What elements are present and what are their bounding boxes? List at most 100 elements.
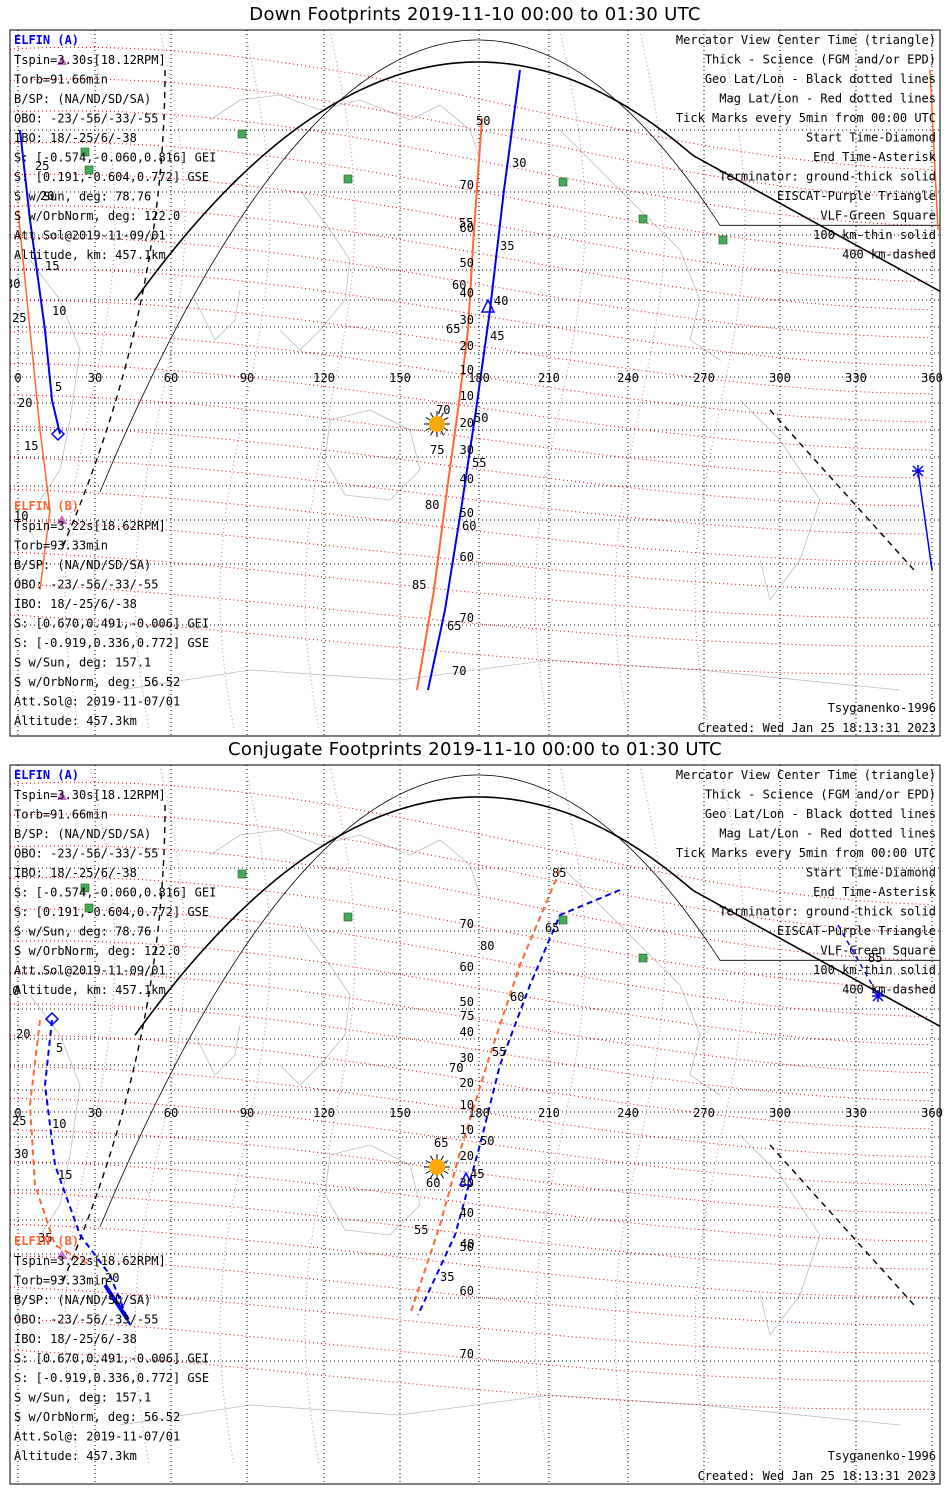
elfin-a-tick-label: 25 — [35, 159, 49, 173]
latitude-tick: 30 — [460, 313, 474, 327]
elfin-a-tick-label: 55 — [492, 1045, 506, 1059]
satellite-info-line: IBO: 18/-25/6/-38 — [14, 1332, 137, 1346]
vlf-green-square — [84, 903, 94, 913]
satellite-info-line: Att.Sol@2019-11-09/01 — [14, 964, 166, 978]
longitude-tick: 90 — [240, 371, 254, 385]
terminator — [60, 774, 940, 1306]
eiscat-stations — [57, 791, 67, 1259]
elfin-b-track-right — [929, 69, 939, 231]
satellite-name: ELFIN (A) — [14, 768, 79, 782]
coastline-4 — [324, 409, 421, 501]
longitude-tick-labels: 0 30 60 90 120 150 180 210 240 270 300 330 360 — [14, 371, 942, 385]
legend-item: End Time-Asterisk — [813, 885, 937, 899]
elfin-b-tick-label: 15 — [24, 439, 38, 453]
vlf-green-square — [558, 915, 568, 925]
coastline-4 — [324, 1144, 421, 1236]
terminator-100km — [99, 39, 940, 493]
elfin-a-tick-label: 70 — [452, 664, 466, 678]
satellite-info-line: IBO: 18/-25/6/-38 — [14, 597, 137, 611]
eiscat-purple-triangle — [57, 791, 67, 800]
sun-ray — [440, 430, 444, 436]
sun-disk — [429, 1159, 445, 1175]
coastline-3 — [29, 994, 81, 1236]
legend-item: EISCAT-Purple Triangle — [777, 924, 936, 938]
satellite-info-line: B/SP: (NA/ND/SD/SA) — [14, 558, 151, 572]
satellite-info-line: Torb=91.66min — [14, 808, 108, 822]
satellite-info-line: Altitude: 457.3km — [14, 714, 137, 728]
satellite-info-line: S w/Sun, deg: 78.76 — [14, 190, 151, 204]
coastline-1 — [279, 924, 351, 1086]
mag-parallel — [10, 1349, 931, 1410]
start-time-diamond — [44, 1011, 60, 1027]
vlf-green-square — [80, 147, 90, 157]
coastline-7 — [119, 659, 901, 691]
latitude-tick: 10 — [460, 1123, 474, 1137]
elfin-b-tick-label: 30 — [6, 277, 20, 291]
coastline-5 — [559, 129, 721, 361]
satellite-info-line: Altitude, km: 457.1km — [14, 248, 166, 262]
elfin-a-track — [427, 69, 521, 691]
legend-item: VLF-Green Square — [820, 944, 936, 958]
satellite-tracks — [28, 869, 884, 1326]
legend-item: 100 km-thin solid — [813, 963, 936, 977]
mag-grid — [10, 781, 931, 1410]
elfin-b-tick-label: 85 — [412, 578, 426, 592]
mag-parallel — [10, 781, 931, 905]
longitude-tick: 60 — [164, 1106, 178, 1120]
sun-ray — [443, 427, 449, 431]
satellite-info: ELFIN (A) Tspin=3.30s[18.12RPM] Torb=91.66… — [14, 33, 216, 728]
sun-ray — [430, 1173, 434, 1179]
mag-parallel — [10, 614, 931, 675]
vlf-green-square — [237, 129, 247, 139]
satellite-info-line: Altitude: 457.3km — [14, 1449, 137, 1463]
latitude-tick: 60 — [460, 1284, 474, 1298]
elfin-b-tick-label: 20 — [16, 1027, 30, 1041]
mag-parallel — [10, 1035, 931, 1130]
map-legend: Mercator View Center Time (triangle) Thic… — [676, 33, 937, 262]
latitude-tick: 70 — [460, 1347, 474, 1361]
satellite-info-line: Att.Sol@2019-11-09/01 — [14, 229, 166, 243]
satellite-info-line: S w/OrbNorm, deg: 56.52 — [14, 675, 180, 689]
latitude-tick: 40 — [460, 1206, 474, 1220]
geo-grid — [10, 30, 940, 736]
longitude-tick: 30 — [88, 1106, 102, 1120]
satellite-info-line: S w/OrbNorm, deg: 56.52 — [14, 1410, 180, 1424]
longitude-tick: 270 — [693, 371, 715, 385]
mag-grid — [10, 46, 931, 675]
created-timestamp: Created: Wed Jan 25 18:13:31 2023 — [698, 1469, 936, 1483]
vlf-green-square — [80, 883, 90, 893]
legend-item: EISCAT-Purple Triangle — [777, 189, 936, 203]
elfin-a-tick-label: 45 — [490, 329, 504, 343]
conjugate-footprints-title: Conjugate Footprints 2019-11-10 00:00 to… — [228, 739, 722, 760]
sun-ray — [425, 427, 431, 431]
latitude-tick: 40 — [460, 472, 474, 486]
elfin-a-tick-label: 5 — [56, 1041, 63, 1055]
latitude-tick: 30 — [460, 443, 474, 457]
satellite-info-line: OBO: -23/-56/-33/-55 — [14, 578, 159, 592]
elfin-b-tick-label: 30 — [14, 1147, 28, 1161]
longitude-tick: 210 — [538, 371, 560, 385]
longitude-tick: 90 — [240, 1106, 254, 1120]
satellite-info-line: Altitude, km: 457.1km — [14, 983, 166, 997]
elfin-b-tick-label: 50 — [476, 114, 490, 128]
coastline-6 — [739, 399, 821, 601]
elfin-a-tick-label: 45 — [470, 1167, 484, 1181]
satellite-info-line: Att.Sol@: 2019-11-07/01 — [14, 695, 180, 709]
longitude-tick: 300 — [769, 371, 791, 385]
latitude-tick: 60 — [460, 960, 474, 974]
satellite-name: ELFIN (B) — [14, 499, 79, 513]
latitude-tick: 10 — [460, 1098, 474, 1112]
vlf-green-square — [343, 912, 353, 922]
satellite-info-line: OBO: -23/-56/-33/-55 — [14, 112, 159, 126]
vlf-green-square — [638, 214, 648, 224]
elfin-a-tick-label: 65 — [447, 619, 461, 633]
satellite-info-line: S: [0.191,-0.604,0.772] GSE — [14, 905, 209, 919]
elfin-a-tick-label: 85 — [868, 951, 882, 965]
coastline-3 — [29, 259, 81, 501]
latitude-tick: 10 — [460, 389, 474, 403]
legend-item: Start Time-Diamond — [806, 131, 936, 145]
legend-item: VLF-Green Square — [820, 209, 936, 223]
sun-ray — [443, 1160, 449, 1164]
latitude-tick: 40 — [460, 286, 474, 300]
